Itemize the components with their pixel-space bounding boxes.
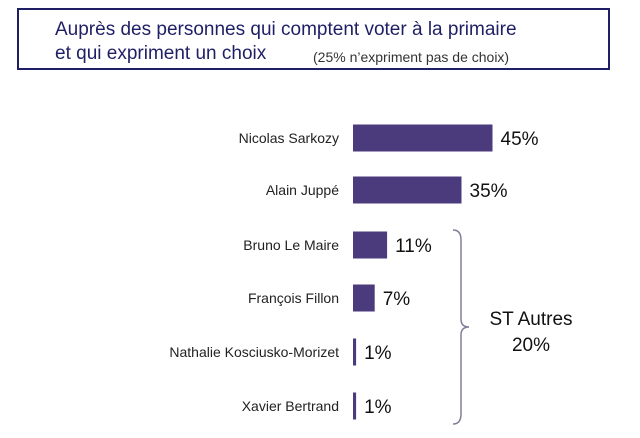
category-label: Bruno Le Maire: [243, 237, 339, 253]
bar: [353, 392, 357, 420]
bar: [353, 124, 493, 152]
category-label: François Fillon: [248, 290, 339, 306]
value-label: 11%: [395, 236, 432, 257]
title-box: Auprès des personnes qui comptent voter …: [17, 8, 610, 70]
chart-note: (25% n’expriment pas de choix): [313, 49, 510, 65]
group-label-value: 20%: [512, 335, 550, 356]
value-label: 1%: [364, 397, 392, 418]
group-brace: [452, 229, 470, 425]
value-label: 35%: [470, 181, 508, 202]
category-label: Nathalie Kosciusko-Morizet: [169, 344, 339, 360]
bar: [353, 176, 462, 204]
category-label: Xavier Bertrand: [242, 398, 339, 414]
category-label: Alain Juppé: [266, 182, 339, 198]
value-label: 45%: [501, 129, 539, 150]
bar: [353, 231, 388, 259]
bar: [353, 338, 357, 366]
category-label: Nicolas Sarkozy: [239, 130, 339, 146]
value-label: 7%: [383, 289, 411, 310]
bar: [353, 284, 375, 312]
chart-title-line1: Auprès des personnes qui comptent voter …: [55, 19, 517, 40]
chart-title-line2: et qui expriment un choix: [55, 43, 267, 64]
group-label-name: ST Autres: [489, 309, 572, 330]
value-label: 1%: [364, 343, 392, 364]
